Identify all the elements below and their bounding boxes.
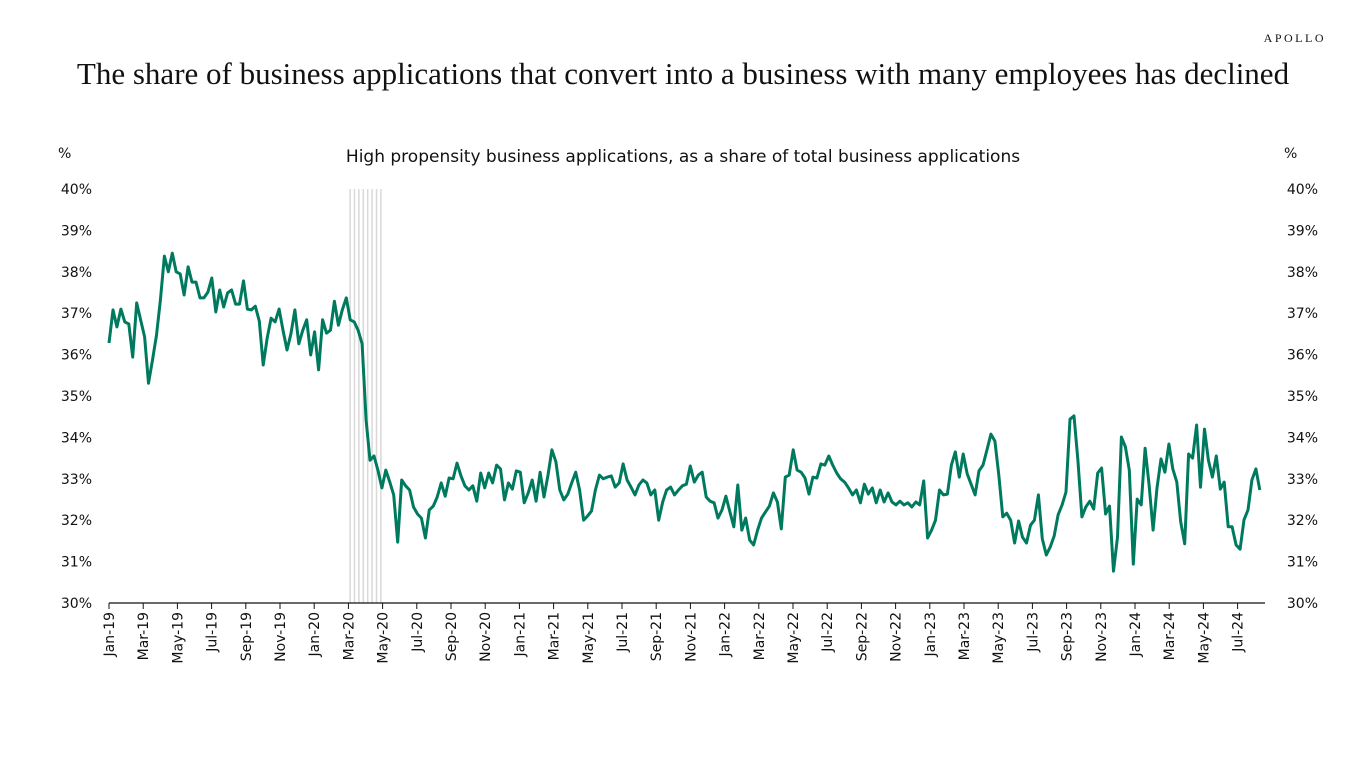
x-tick-label: May-23 (991, 612, 1007, 664)
y-axis-left-unit: % (58, 146, 71, 162)
y-tick-label-left: 30% (61, 596, 92, 612)
y-tick-label-left: 31% (61, 555, 92, 571)
recession-shading (349, 189, 382, 603)
x-tick-label: Jan-20 (307, 612, 323, 657)
y-tick-label-right: 35% (1287, 389, 1318, 405)
x-tick-label: Sep-20 (444, 612, 460, 661)
x-tick-label: May-20 (376, 612, 392, 664)
x-tick-label: Jul-21 (615, 612, 631, 653)
y-tick-label-left: 37% (61, 306, 92, 322)
y-tick-label-left: 38% (61, 265, 92, 281)
y-tick-label-left: 40% (61, 182, 92, 198)
x-tick-label: Jan-19 (102, 612, 118, 657)
x-tick-label: Sep-23 (1060, 612, 1076, 661)
x-tick-label: Nov-22 (889, 612, 905, 662)
x-tick-label: Jan-22 (718, 612, 734, 657)
x-tick-label: May-24 (1196, 612, 1212, 664)
y-tick-label-right: 32% (1287, 513, 1318, 529)
x-tick-label: Nov-20 (478, 612, 494, 662)
chart-subtitle: High propensity business applications, a… (346, 147, 1020, 167)
x-tick-label: Nov-23 (1094, 612, 1110, 662)
x-tick-label: Jan-21 (512, 612, 528, 657)
x-tick-label: Jul-20 (410, 612, 426, 653)
y-tick-label-right: 31% (1287, 555, 1318, 571)
x-tick-label: Jan-23 (923, 612, 939, 657)
x-tick-label: Mar-23 (957, 612, 973, 660)
y-tick-label-right: 39% (1287, 223, 1318, 239)
x-tick-label: Nov-21 (683, 612, 699, 662)
y-tick-label-right: 30% (1287, 596, 1318, 612)
series-line (107, 251, 1262, 573)
x-tick-label: Sep-19 (239, 612, 255, 661)
x-tick-label: Jul-19 (205, 612, 221, 653)
x-tick-label: Mar-24 (1162, 612, 1178, 660)
y-tick-label-right: 34% (1287, 430, 1318, 446)
x-tick-label: Nov-19 (273, 612, 289, 662)
x-tick-label: Sep-22 (854, 612, 870, 661)
apollo-logo: APOLLO (1263, 31, 1326, 45)
x-tick-label: Jul-23 (1025, 612, 1041, 653)
x-tick-label: May-22 (786, 612, 802, 664)
page-title: The share of business applications that … (76, 56, 1290, 91)
y-axis-right-unit: % (1284, 146, 1297, 162)
x-tick-label: Jan-24 (1128, 612, 1144, 658)
y-tick-label-left: 39% (61, 223, 92, 239)
x-tick-label: May-19 (170, 612, 186, 664)
x-tick-label: Sep-21 (649, 612, 665, 661)
x-tick-label: May-21 (581, 612, 597, 664)
y-tick-label-left: 34% (61, 430, 92, 446)
y-tick-label-left: 33% (61, 472, 92, 488)
y-tick-label-right: 36% (1287, 348, 1318, 364)
y-tick-label-left: 32% (61, 513, 92, 529)
x-tick-label: Mar-21 (547, 612, 563, 660)
x-tick-label: Jul-24 (1231, 612, 1247, 653)
y-tick-label-left: 36% (61, 348, 92, 364)
y-tick-label-right: 38% (1287, 265, 1318, 281)
x-tick-label: Mar-22 (752, 612, 768, 660)
x-tick-label: Mar-20 (341, 612, 357, 660)
y-tick-label-right: 33% (1287, 472, 1318, 488)
x-tick-label: Mar-19 (136, 612, 152, 660)
y-tick-label-right: 40% (1287, 182, 1318, 198)
y-tick-label-left: 35% (61, 389, 92, 405)
x-tick-label: Jul-22 (820, 612, 836, 653)
y-tick-label-right: 37% (1287, 306, 1318, 322)
